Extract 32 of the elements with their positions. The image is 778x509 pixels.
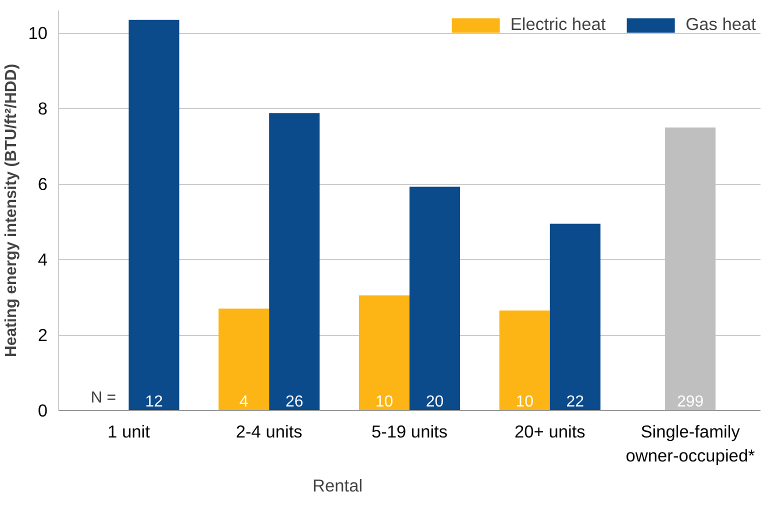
y-tick-label: 2 <box>38 325 48 346</box>
bar <box>128 20 180 410</box>
annotation: 4 <box>239 394 248 410</box>
annotation: 20 <box>426 394 444 410</box>
x-tick-label: Single-family owner-occupied* <box>626 422 756 466</box>
x-tick-label: 1 unit <box>108 422 150 442</box>
bar <box>499 310 550 410</box>
annotation: 10 <box>375 394 394 410</box>
annotation: 10 <box>516 394 534 410</box>
bar <box>665 127 716 410</box>
annotation: 26 <box>285 394 304 410</box>
x-tick-label: 5-19 units <box>371 422 448 442</box>
bar <box>358 295 410 410</box>
legend-label: Electric heat <box>510 14 606 35</box>
y-tick-label: 4 <box>38 250 48 270</box>
bar <box>269 113 320 410</box>
annotation: 299 <box>676 394 704 410</box>
bar <box>410 186 460 410</box>
y-axis-title: Heating energy intensity (BTU/ft²/HDD) <box>3 64 20 358</box>
bar <box>550 224 600 410</box>
y-tick-label: 8 <box>38 98 48 119</box>
y-tick-label: 10 <box>28 23 48 44</box>
annotation: 12 <box>145 394 163 410</box>
text: Rental <box>312 476 363 496</box>
annotation: N = <box>90 390 116 406</box>
legend-label: Gas heat <box>686 14 756 35</box>
bar <box>218 308 270 410</box>
y-tick-label: 6 <box>38 174 48 194</box>
y-tick-label: 0 <box>38 400 48 420</box>
x-tick-label: 2-4 units <box>236 422 303 442</box>
annotation: 22 <box>566 394 584 410</box>
x-tick-label: 20+ units <box>514 422 586 442</box>
